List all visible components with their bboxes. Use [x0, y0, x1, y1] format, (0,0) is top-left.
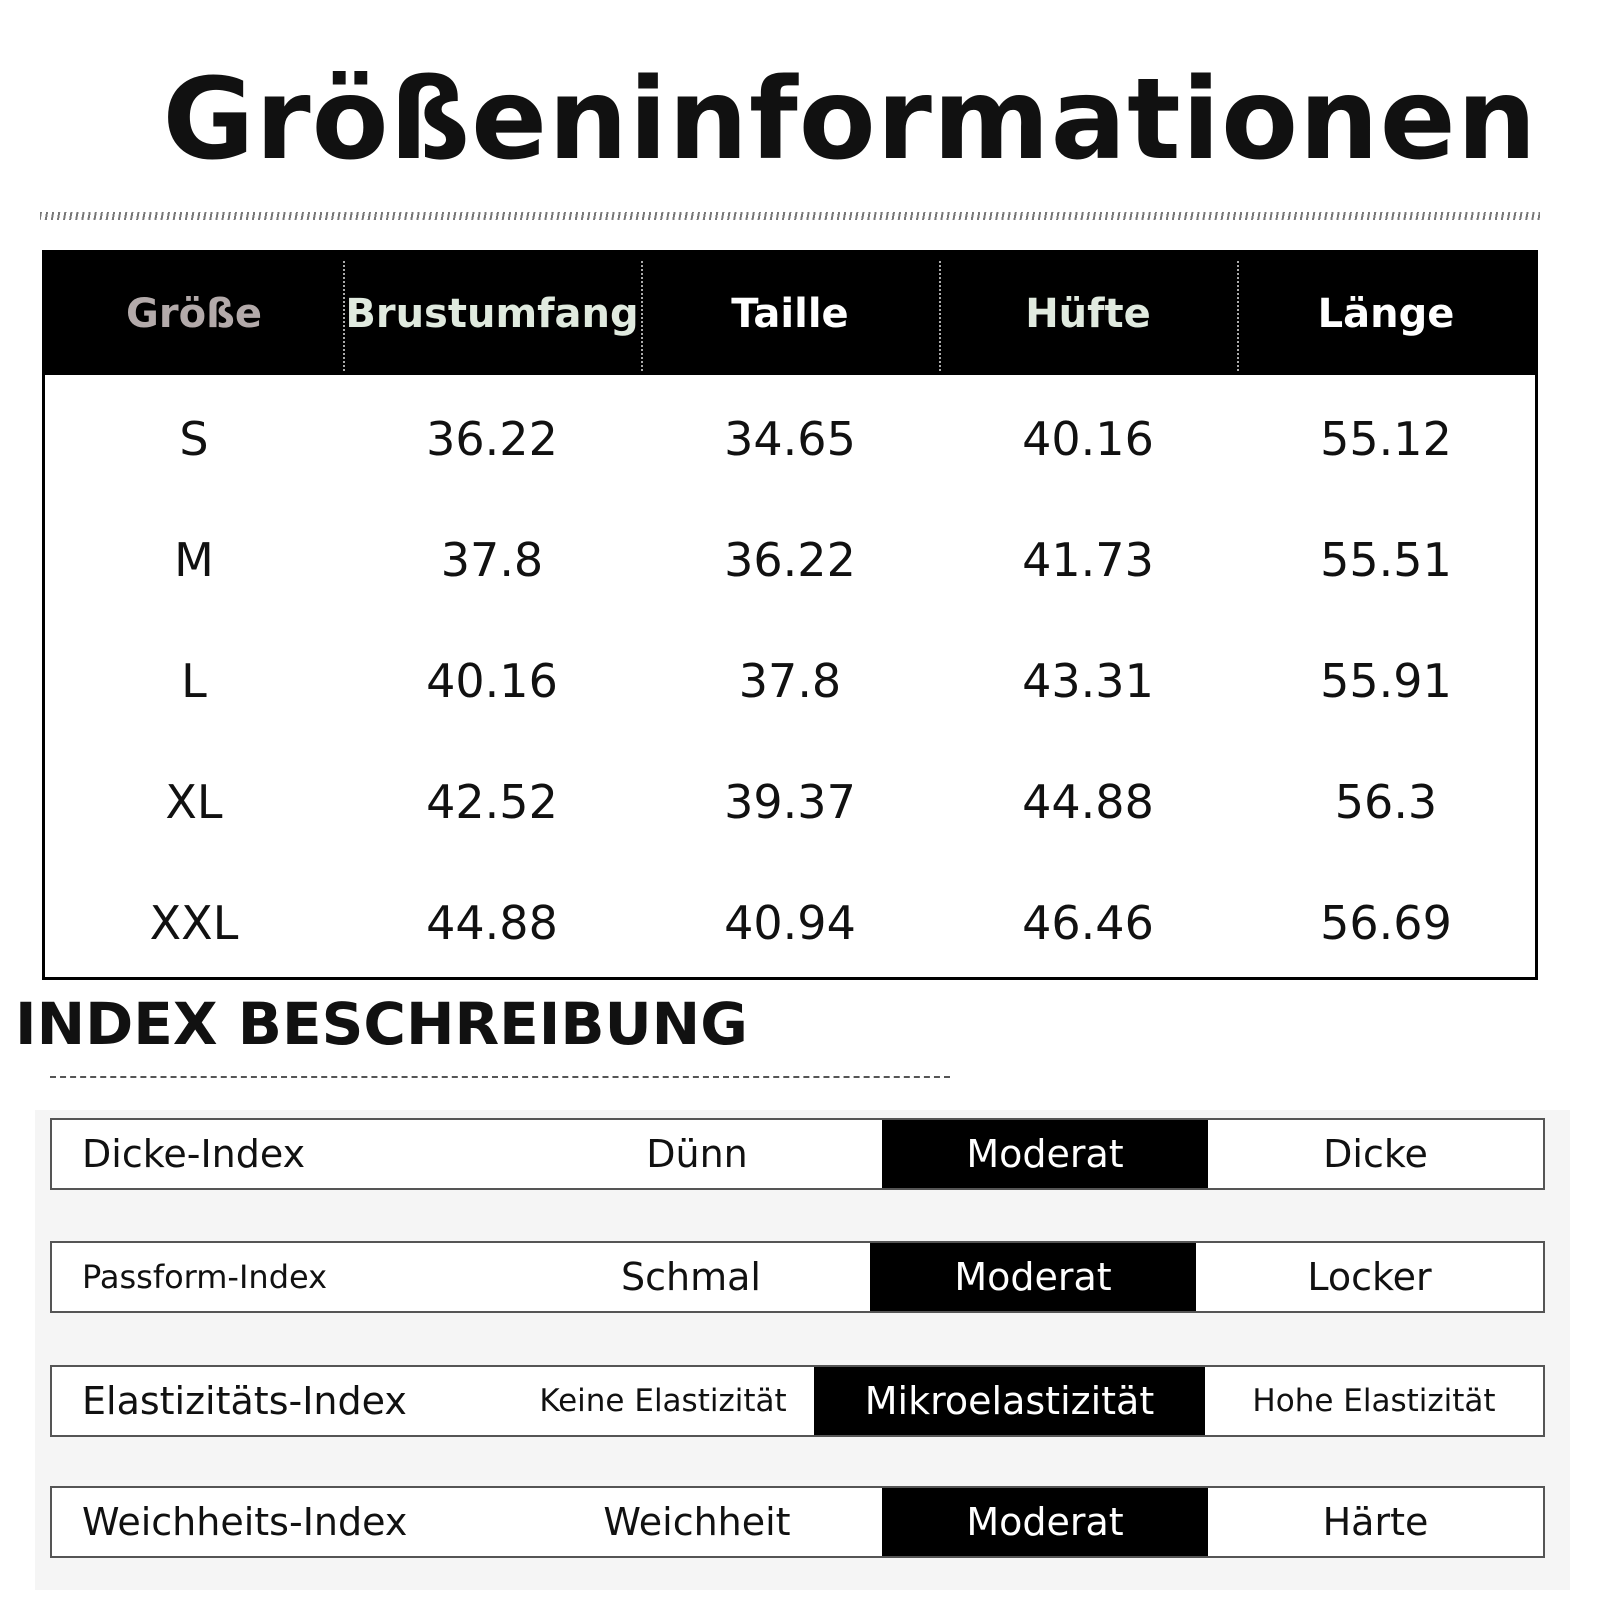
column-separator — [939, 261, 941, 371]
size-label: S — [179, 411, 209, 466]
index-option: Moderat — [882, 1488, 1208, 1556]
column-separator — [1237, 261, 1239, 371]
measurement: 40.16 — [426, 653, 558, 708]
index-label: Weichheits-Index — [82, 1500, 408, 1544]
column-header: Länge — [1237, 253, 1535, 375]
column-header: Brustumfang — [343, 253, 641, 375]
index-label: Elastizitäts-Index — [82, 1379, 407, 1423]
measurement: 39.37 — [724, 774, 856, 829]
index-row: Passform-Index Schmal Moderat Locker — [50, 1241, 1545, 1313]
index-label: Passform-Index — [82, 1258, 328, 1296]
measurement: 44.88 — [426, 895, 558, 950]
size-label: M — [174, 532, 214, 587]
measurement: 37.8 — [440, 532, 544, 587]
measurement: 55.12 — [1320, 411, 1452, 466]
column-header: Größe — [45, 253, 343, 375]
measurement: 46.46 — [1022, 895, 1154, 950]
page-title: Größeninformationen — [162, 55, 1538, 185]
column-separator — [343, 261, 345, 371]
measurement: 37.8 — [738, 653, 842, 708]
index-row: Dicke-Index Dünn Moderat Dicke — [50, 1118, 1545, 1190]
measurement: 40.16 — [1022, 411, 1154, 466]
measurement: 36.22 — [724, 532, 856, 587]
measurement: 34.65 — [724, 411, 856, 466]
index-option: Mikroelastizität — [814, 1367, 1205, 1435]
index-row: Elastizitäts-Index Keine Elastizität Mikro… — [50, 1365, 1545, 1437]
measurement: 41.73 — [1022, 532, 1154, 587]
size-label: XXL — [149, 895, 239, 950]
measurement: 56.69 — [1320, 895, 1452, 950]
column-header: Hüfte — [939, 253, 1237, 375]
index-row: Weichheits-Index Weichheit Moderat Härte — [50, 1486, 1545, 1558]
measurement: 40.94 — [724, 895, 856, 950]
size-label: XL — [165, 774, 223, 829]
size-table: Größe Brustumfang Taille Hüfte Länge S 36.22 34… — [42, 250, 1538, 980]
measurement: 42.52 — [426, 774, 558, 829]
measurement: 44.88 — [1022, 774, 1154, 829]
measurement: 56.3 — [1334, 774, 1438, 829]
index-option: Locker — [1307, 1255, 1432, 1299]
measurement: 55.91 — [1320, 653, 1452, 708]
index-option: Dicke — [1323, 1132, 1428, 1176]
index-option: Keine Elastizität — [539, 1383, 787, 1419]
measurement: 55.51 — [1320, 532, 1452, 587]
measurement: 36.22 — [426, 411, 558, 466]
measurement: 43.31 — [1022, 653, 1154, 708]
divider — [40, 212, 1540, 220]
index-option: Dünn — [646, 1132, 748, 1176]
index-option: Moderat — [882, 1120, 1208, 1188]
index-label: Dicke-Index — [82, 1132, 306, 1176]
index-option: Schmal — [621, 1255, 761, 1299]
size-label: L — [181, 653, 207, 708]
section-title: INDEX BESCHREIBUNG — [15, 990, 748, 1058]
index-option: Härte — [1322, 1500, 1429, 1544]
index-option: Weichheit — [603, 1500, 791, 1544]
column-separator — [641, 261, 643, 371]
index-option: Hohe Elastizität — [1252, 1383, 1496, 1419]
column-header: Taille — [641, 253, 939, 375]
divider — [50, 1076, 950, 1078]
index-option: Moderat — [870, 1243, 1196, 1311]
